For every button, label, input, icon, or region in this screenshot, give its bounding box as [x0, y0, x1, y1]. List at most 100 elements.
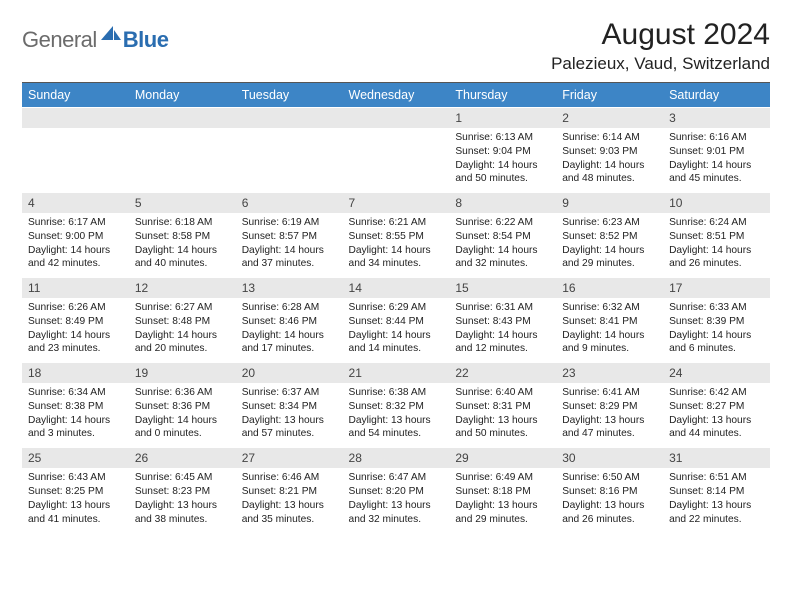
day-body — [236, 128, 343, 186]
daylight-text: Daylight: 13 hours and 54 minutes. — [349, 414, 444, 442]
calendar-week-row: 11Sunrise: 6:26 AMSunset: 8:49 PMDayligh… — [22, 277, 770, 362]
sunset-text: Sunset: 8:43 PM — [455, 315, 550, 329]
calendar-body: 1Sunrise: 6:13 AMSunset: 9:04 PMDaylight… — [22, 107, 770, 532]
calendar-day-cell: 11Sunrise: 6:26 AMSunset: 8:49 PMDayligh… — [22, 277, 129, 362]
sunset-text: Sunset: 8:58 PM — [135, 230, 230, 244]
day-body: Sunrise: 6:36 AMSunset: 8:36 PMDaylight:… — [129, 383, 236, 447]
day-number: 27 — [236, 447, 343, 468]
day-body: Sunrise: 6:40 AMSunset: 8:31 PMDaylight:… — [449, 383, 556, 447]
sunset-text: Sunset: 8:57 PM — [242, 230, 337, 244]
calendar-day-cell: 16Sunrise: 6:32 AMSunset: 8:41 PMDayligh… — [556, 277, 663, 362]
daylight-text: Daylight: 14 hours and 50 minutes. — [455, 159, 550, 187]
day-body: Sunrise: 6:17 AMSunset: 9:00 PMDaylight:… — [22, 213, 129, 277]
day-body: Sunrise: 6:37 AMSunset: 8:34 PMDaylight:… — [236, 383, 343, 447]
calendar-day-cell: 2Sunrise: 6:14 AMSunset: 9:03 PMDaylight… — [556, 107, 663, 192]
calendar-day-cell: 14Sunrise: 6:29 AMSunset: 8:44 PMDayligh… — [343, 277, 450, 362]
sunrise-text: Sunrise: 6:27 AM — [135, 301, 230, 315]
sunset-text: Sunset: 8:25 PM — [28, 485, 123, 499]
day-number: 10 — [663, 192, 770, 213]
sunrise-text: Sunrise: 6:23 AM — [562, 216, 657, 230]
day-number: 28 — [343, 447, 450, 468]
sunrise-text: Sunrise: 6:16 AM — [669, 131, 764, 145]
sunrise-text: Sunrise: 6:41 AM — [562, 386, 657, 400]
day-body: Sunrise: 6:34 AMSunset: 8:38 PMDaylight:… — [22, 383, 129, 447]
sunrise-text: Sunrise: 6:38 AM — [349, 386, 444, 400]
daylight-text: Daylight: 14 hours and 29 minutes. — [562, 244, 657, 272]
daylight-text: Daylight: 13 hours and 47 minutes. — [562, 414, 657, 442]
day-body: Sunrise: 6:28 AMSunset: 8:46 PMDaylight:… — [236, 298, 343, 362]
calendar-day-cell: 12Sunrise: 6:27 AMSunset: 8:48 PMDayligh… — [129, 277, 236, 362]
sunset-text: Sunset: 8:21 PM — [242, 485, 337, 499]
sunrise-text: Sunrise: 6:18 AM — [135, 216, 230, 230]
daylight-text: Daylight: 14 hours and 12 minutes. — [455, 329, 550, 357]
day-number: 12 — [129, 277, 236, 298]
day-number: 16 — [556, 277, 663, 298]
calendar-day-cell: 28Sunrise: 6:47 AMSunset: 8:20 PMDayligh… — [343, 447, 450, 532]
day-number — [343, 107, 450, 128]
daylight-text: Daylight: 13 hours and 57 minutes. — [242, 414, 337, 442]
weekday-header: Wednesday — [343, 83, 450, 107]
day-body — [343, 128, 450, 186]
sunrise-text: Sunrise: 6:50 AM — [562, 471, 657, 485]
day-body: Sunrise: 6:19 AMSunset: 8:57 PMDaylight:… — [236, 213, 343, 277]
weekday-header: Tuesday — [236, 83, 343, 107]
daylight-text: Daylight: 14 hours and 0 minutes. — [135, 414, 230, 442]
sunrise-text: Sunrise: 6:19 AM — [242, 216, 337, 230]
calendar-head: SundayMondayTuesdayWednesdayThursdayFrid… — [22, 83, 770, 107]
weekday-header: Monday — [129, 83, 236, 107]
sunset-text: Sunset: 8:34 PM — [242, 400, 337, 414]
day-body: Sunrise: 6:33 AMSunset: 8:39 PMDaylight:… — [663, 298, 770, 362]
sunrise-text: Sunrise: 6:46 AM — [242, 471, 337, 485]
daylight-text: Daylight: 14 hours and 45 minutes. — [669, 159, 764, 187]
sunset-text: Sunset: 8:49 PM — [28, 315, 123, 329]
day-number: 20 — [236, 362, 343, 383]
sunrise-text: Sunrise: 6:40 AM — [455, 386, 550, 400]
day-number: 23 — [556, 362, 663, 383]
brand-part1: General — [22, 27, 97, 53]
sunset-text: Sunset: 8:29 PM — [562, 400, 657, 414]
daylight-text: Daylight: 14 hours and 40 minutes. — [135, 244, 230, 272]
calendar-day-cell: 1Sunrise: 6:13 AMSunset: 9:04 PMDaylight… — [449, 107, 556, 192]
day-body: Sunrise: 6:21 AMSunset: 8:55 PMDaylight:… — [343, 213, 450, 277]
day-body: Sunrise: 6:50 AMSunset: 8:16 PMDaylight:… — [556, 468, 663, 532]
day-body — [129, 128, 236, 186]
calendar-day-cell: 25Sunrise: 6:43 AMSunset: 8:25 PMDayligh… — [22, 447, 129, 532]
sunset-text: Sunset: 9:01 PM — [669, 145, 764, 159]
day-number: 24 — [663, 362, 770, 383]
day-body: Sunrise: 6:45 AMSunset: 8:23 PMDaylight:… — [129, 468, 236, 532]
daylight-text: Daylight: 13 hours and 22 minutes. — [669, 499, 764, 527]
sunset-text: Sunset: 8:23 PM — [135, 485, 230, 499]
sunset-text: Sunset: 8:14 PM — [669, 485, 764, 499]
sunset-text: Sunset: 9:00 PM — [28, 230, 123, 244]
daylight-text: Daylight: 13 hours and 41 minutes. — [28, 499, 123, 527]
day-body: Sunrise: 6:32 AMSunset: 8:41 PMDaylight:… — [556, 298, 663, 362]
weekday-header: Saturday — [663, 83, 770, 107]
calendar-day-cell: 9Sunrise: 6:23 AMSunset: 8:52 PMDaylight… — [556, 192, 663, 277]
calendar-day-cell: 6Sunrise: 6:19 AMSunset: 8:57 PMDaylight… — [236, 192, 343, 277]
daylight-text: Daylight: 14 hours and 48 minutes. — [562, 159, 657, 187]
day-body: Sunrise: 6:49 AMSunset: 8:18 PMDaylight:… — [449, 468, 556, 532]
day-body: Sunrise: 6:16 AMSunset: 9:01 PMDaylight:… — [663, 128, 770, 192]
day-body: Sunrise: 6:46 AMSunset: 8:21 PMDaylight:… — [236, 468, 343, 532]
sunset-text: Sunset: 8:46 PM — [242, 315, 337, 329]
sunrise-text: Sunrise: 6:33 AM — [669, 301, 764, 315]
sunrise-text: Sunrise: 6:34 AM — [28, 386, 123, 400]
daylight-text: Daylight: 14 hours and 14 minutes. — [349, 329, 444, 357]
sunset-text: Sunset: 8:38 PM — [28, 400, 123, 414]
day-number — [129, 107, 236, 128]
daylight-text: Daylight: 14 hours and 9 minutes. — [562, 329, 657, 357]
day-number: 26 — [129, 447, 236, 468]
daylight-text: Daylight: 14 hours and 32 minutes. — [455, 244, 550, 272]
sunrise-text: Sunrise: 6:42 AM — [669, 386, 764, 400]
calendar-week-row: 25Sunrise: 6:43 AMSunset: 8:25 PMDayligh… — [22, 447, 770, 532]
sunrise-text: Sunrise: 6:28 AM — [242, 301, 337, 315]
sunset-text: Sunset: 8:44 PM — [349, 315, 444, 329]
day-number: 6 — [236, 192, 343, 213]
sunrise-text: Sunrise: 6:47 AM — [349, 471, 444, 485]
month-title: August 2024 — [551, 18, 770, 52]
sunrise-text: Sunrise: 6:49 AM — [455, 471, 550, 485]
daylight-text: Daylight: 14 hours and 6 minutes. — [669, 329, 764, 357]
sunset-text: Sunset: 8:31 PM — [455, 400, 550, 414]
sunrise-text: Sunrise: 6:13 AM — [455, 131, 550, 145]
calendar-day-cell — [236, 107, 343, 192]
